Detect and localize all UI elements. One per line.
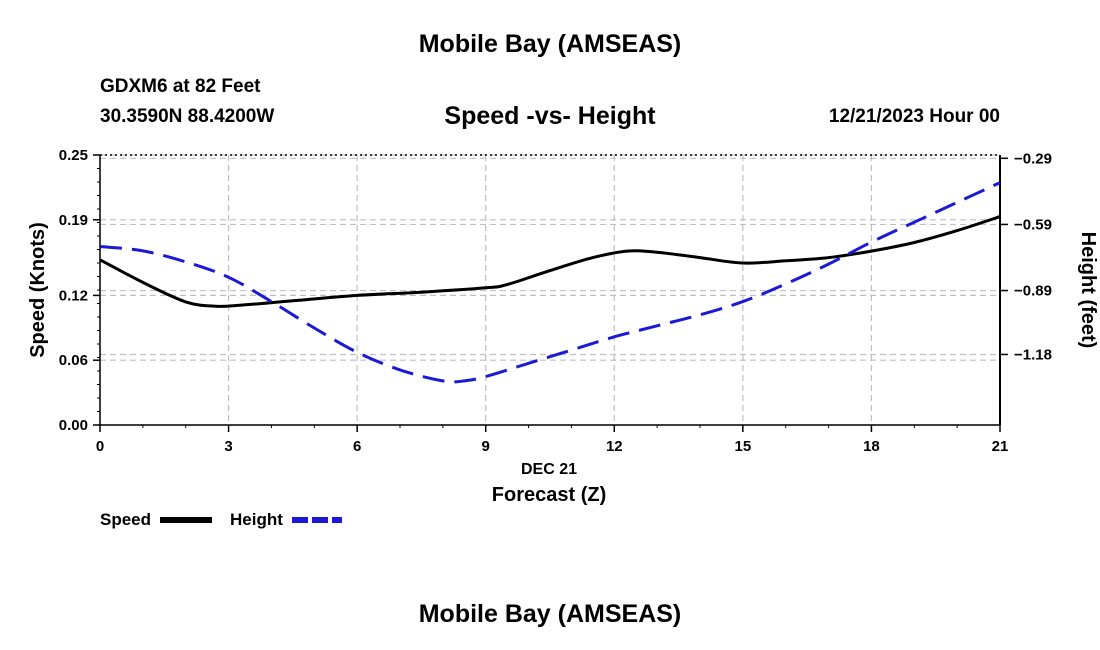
footer-title: Mobile Bay (AMSEAS) <box>418 600 682 628</box>
legend-label-speed: Speed <box>100 510 151 529</box>
y2-tick-label: −1.18 <box>1014 346 1052 363</box>
x-axis-label: Forecast (Z) <box>492 484 606 506</box>
y-tick-label: 0.25 <box>59 147 88 164</box>
x-tick-label: 3 <box>224 438 232 455</box>
series-line-height <box>99 181 1001 384</box>
x-tick-label: 12 <box>606 438 623 455</box>
station-name: GDXM6 at 82 Feet <box>100 76 261 97</box>
y-axis-label: Speed (Knots) <box>27 222 49 358</box>
legend-label-height: Height <box>230 510 283 529</box>
y2-tick-label: −0.29 <box>1014 150 1052 167</box>
y2-tick-label: −0.59 <box>1014 216 1052 233</box>
y-tick-label: 0.00 <box>59 417 88 434</box>
forecast-date: 12/21/2023 Hour 00 <box>828 106 1000 127</box>
x-tick-label: 21 <box>992 438 1009 455</box>
y-tick-label: 0.19 <box>59 212 88 229</box>
x-tick-label: 15 <box>735 438 752 455</box>
y-tick-label: 0.06 <box>59 352 88 369</box>
x-axis-date-label: DEC 21 <box>521 461 577 478</box>
x-tick-label: 18 <box>863 438 880 455</box>
series-line-speed <box>99 215 1001 308</box>
x-tick-label: 6 <box>353 438 361 455</box>
x-tick-label: 9 <box>482 438 490 455</box>
station-coords: 30.3590N 88.4200W <box>100 106 275 127</box>
x-tick-label: 0 <box>96 438 104 455</box>
page-title: Mobile Bay (AMSEAS) <box>418 30 682 58</box>
chart-title: Speed -vs- Height <box>444 102 656 130</box>
y2-tick-label: −0.89 <box>1014 283 1052 300</box>
y-tick-label: 0.12 <box>59 287 88 304</box>
y2-axis-label: Height (feet) <box>1077 232 1099 349</box>
